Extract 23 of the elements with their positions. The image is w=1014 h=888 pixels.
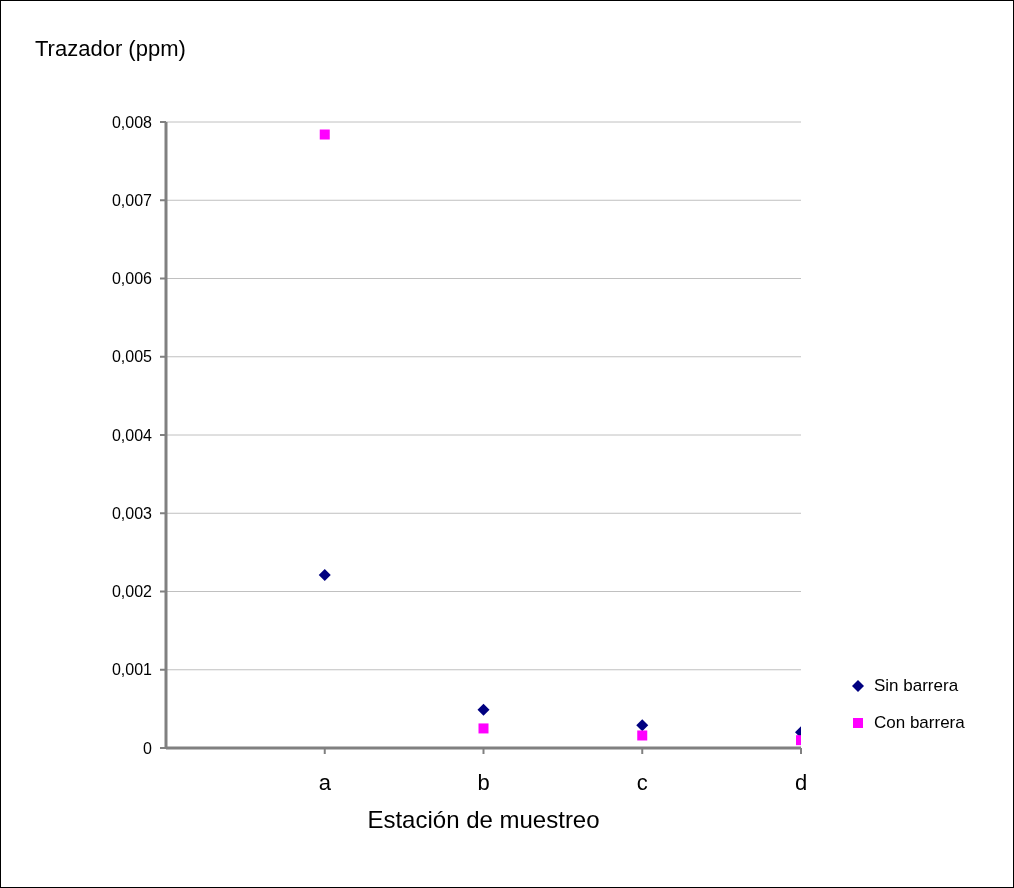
x-tick-label: d [794,769,808,795]
y-tick-label: 0 [143,739,153,757]
y-tick-label: 0,003 [111,504,153,522]
y-tick-label: 0,008 [111,113,153,131]
point [477,703,490,716]
point [636,719,649,732]
x-tick-label: a [318,769,332,795]
y-tick-label: 0,002 [111,583,153,601]
legend-label: Con barrera [874,712,965,734]
y-axis-title: Trazador (ppm) [35,36,186,62]
x-tick-label: b [477,769,490,795]
y-tick-label: 0,007 [111,191,153,209]
x-tick-label: c [636,769,648,795]
point [637,730,648,741]
y-tick-label: 0,001 [111,661,153,679]
point [478,723,489,734]
point [318,569,331,582]
y-tick-label: 0,004 [111,426,153,444]
point [319,129,330,140]
y-tick-label: 0,006 [111,270,153,288]
x-axis-title: Estación de muestreo [367,806,600,833]
y-tick-label: 0,005 [111,348,153,366]
legend-label: Sin barrera [874,675,959,697]
